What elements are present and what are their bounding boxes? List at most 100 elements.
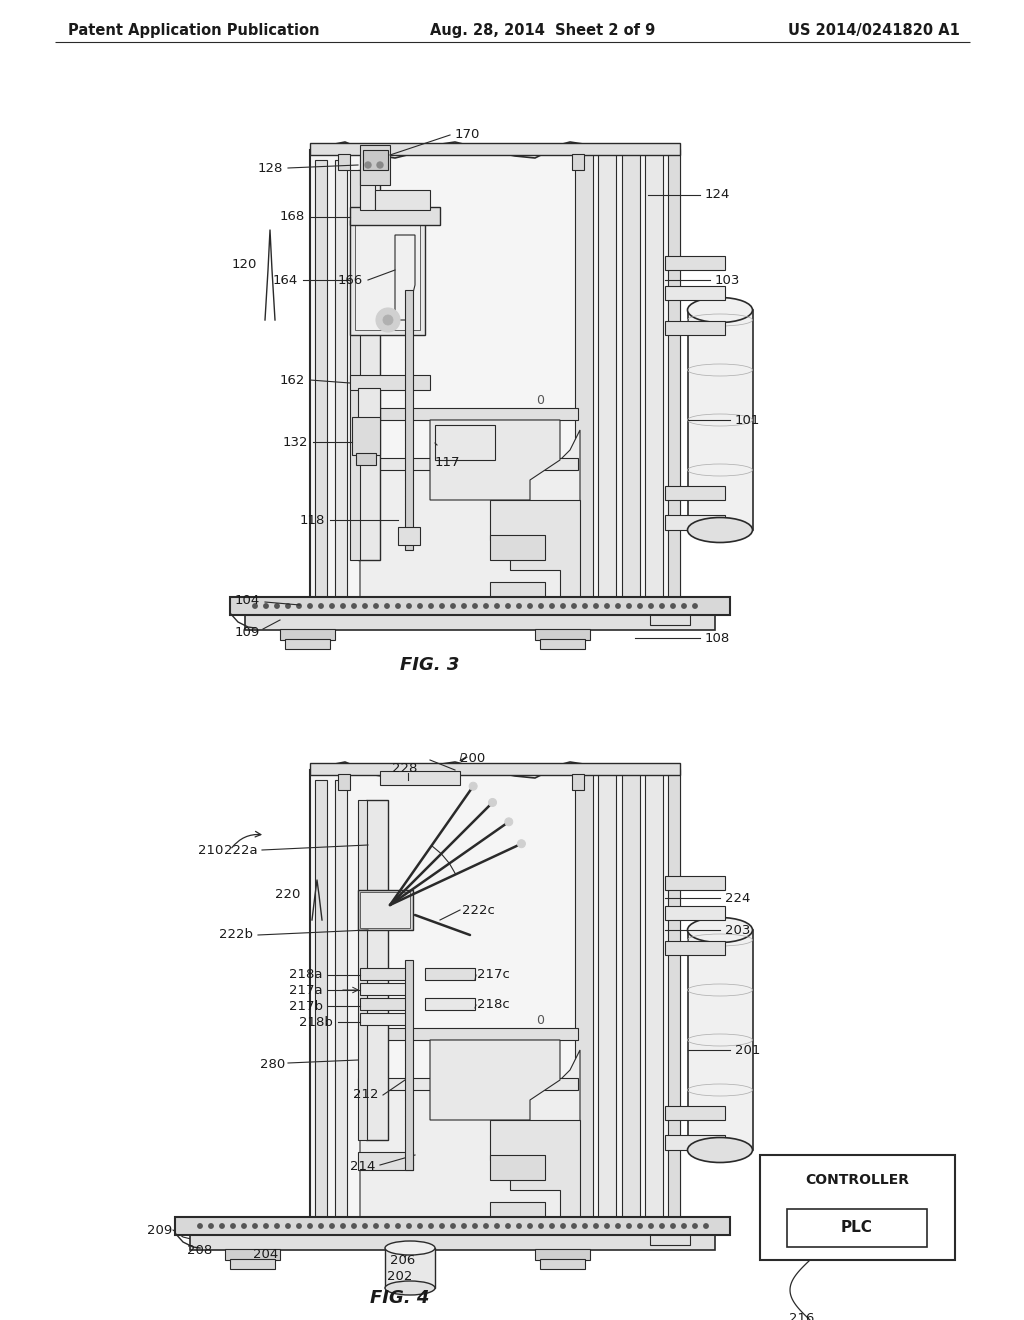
- Ellipse shape: [687, 1138, 753, 1163]
- Bar: [385, 1247, 435, 1288]
- Circle shape: [286, 1224, 290, 1228]
- Text: 120: 120: [231, 259, 257, 272]
- Circle shape: [198, 1224, 202, 1228]
- Circle shape: [615, 1224, 621, 1228]
- Text: 0: 0: [536, 1014, 544, 1027]
- Circle shape: [571, 603, 577, 609]
- Circle shape: [341, 1224, 345, 1228]
- Circle shape: [374, 1224, 378, 1228]
- Circle shape: [286, 603, 290, 609]
- Circle shape: [308, 603, 312, 609]
- Circle shape: [352, 1224, 356, 1228]
- Bar: [356, 453, 376, 465]
- Circle shape: [469, 783, 477, 791]
- Bar: [622, 150, 640, 615]
- Circle shape: [505, 818, 513, 826]
- Circle shape: [506, 1224, 510, 1228]
- Bar: [358, 800, 367, 1140]
- Bar: [358, 1028, 578, 1040]
- Bar: [760, 1155, 955, 1261]
- Bar: [665, 941, 725, 954]
- Text: US 2014/0241820 A1: US 2014/0241820 A1: [788, 22, 961, 37]
- Circle shape: [297, 603, 301, 609]
- Text: 208: 208: [187, 1243, 212, 1257]
- Ellipse shape: [385, 1241, 435, 1255]
- Bar: [650, 1233, 690, 1245]
- Polygon shape: [360, 430, 580, 610]
- Circle shape: [473, 1224, 477, 1228]
- Circle shape: [594, 1224, 598, 1228]
- Bar: [598, 770, 616, 1230]
- Ellipse shape: [687, 517, 753, 543]
- Text: 109: 109: [234, 626, 260, 639]
- Circle shape: [242, 1224, 246, 1228]
- Bar: [406, 960, 413, 1170]
- Bar: [350, 220, 425, 335]
- Bar: [425, 998, 475, 1010]
- Circle shape: [385, 1224, 389, 1228]
- Circle shape: [462, 1224, 466, 1228]
- Circle shape: [253, 1224, 257, 1228]
- Circle shape: [308, 1224, 312, 1228]
- Circle shape: [383, 315, 393, 325]
- Bar: [335, 160, 347, 610]
- Circle shape: [638, 603, 642, 609]
- Text: PLC: PLC: [841, 1221, 872, 1236]
- Bar: [335, 780, 347, 1230]
- Bar: [572, 774, 584, 789]
- Text: 209: 209: [146, 1224, 172, 1237]
- Bar: [688, 310, 753, 531]
- Bar: [338, 154, 350, 170]
- Bar: [310, 143, 680, 154]
- Text: 224: 224: [725, 891, 751, 904]
- Text: 218c: 218c: [477, 998, 510, 1011]
- Ellipse shape: [687, 297, 753, 322]
- Text: Patent Application Publication: Patent Application Publication: [68, 22, 319, 37]
- Bar: [360, 145, 390, 185]
- Bar: [425, 968, 475, 979]
- Circle shape: [495, 1224, 500, 1228]
- Circle shape: [362, 603, 368, 609]
- Text: 132: 132: [283, 436, 308, 449]
- Circle shape: [385, 603, 389, 609]
- Text: 220: 220: [274, 888, 300, 902]
- Text: 168: 168: [280, 210, 305, 223]
- Bar: [360, 1012, 410, 1026]
- Bar: [358, 890, 413, 931]
- Circle shape: [649, 1224, 653, 1228]
- Text: FIG. 4: FIG. 4: [371, 1290, 430, 1307]
- Circle shape: [682, 603, 686, 609]
- Bar: [350, 207, 440, 224]
- Bar: [575, 770, 593, 1230]
- Text: 206: 206: [390, 1254, 416, 1266]
- Bar: [665, 1135, 725, 1150]
- Bar: [490, 1155, 545, 1180]
- Circle shape: [374, 603, 378, 609]
- Circle shape: [330, 603, 334, 609]
- Bar: [375, 190, 430, 210]
- Bar: [665, 1106, 725, 1119]
- Circle shape: [605, 603, 609, 609]
- Circle shape: [377, 162, 383, 168]
- Bar: [665, 906, 725, 920]
- Text: 0: 0: [536, 393, 544, 407]
- Text: 217b: 217b: [289, 999, 323, 1012]
- Bar: [350, 170, 360, 560]
- Circle shape: [671, 603, 675, 609]
- Bar: [352, 417, 380, 455]
- Circle shape: [627, 603, 631, 609]
- Bar: [535, 1249, 590, 1261]
- Circle shape: [376, 308, 400, 333]
- Bar: [575, 150, 593, 610]
- Text: 210: 210: [198, 843, 223, 857]
- Text: 201: 201: [735, 1044, 761, 1056]
- Circle shape: [649, 603, 653, 609]
- Bar: [280, 630, 335, 640]
- Circle shape: [396, 603, 400, 609]
- Bar: [360, 983, 410, 995]
- Circle shape: [429, 1224, 433, 1228]
- Text: Aug. 28, 2014  Sheet 2 of 9: Aug. 28, 2014 Sheet 2 of 9: [430, 22, 655, 37]
- Polygon shape: [430, 1040, 560, 1119]
- Bar: [230, 1259, 275, 1269]
- Text: 202: 202: [387, 1270, 413, 1283]
